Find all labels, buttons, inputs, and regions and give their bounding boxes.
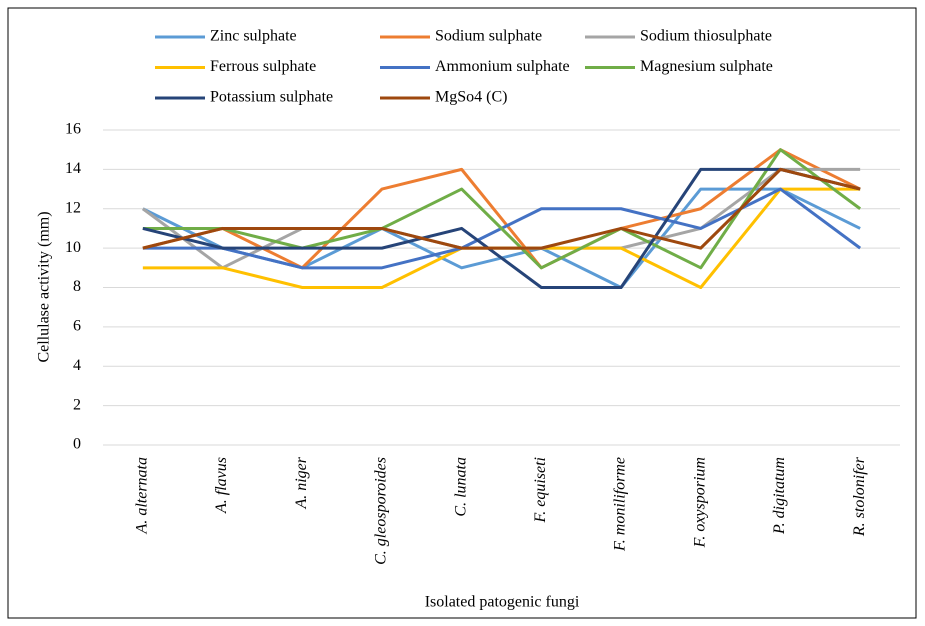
x-tick-label: A. flavus xyxy=(213,457,230,514)
x-tick-label: P. digitatum xyxy=(771,457,788,535)
x-tick-label: A. niger xyxy=(293,456,310,509)
legend-label: Ferrous sulphate xyxy=(210,58,316,75)
x-tick-label: F. oxysporium xyxy=(691,457,708,548)
legend-label: Magnesium sulphate xyxy=(640,58,773,75)
y-tick-label: 16 xyxy=(65,121,81,138)
legend-label: MgSo4 (C) xyxy=(435,89,507,106)
x-tick-label: F. equiseti xyxy=(532,457,549,523)
x-tick-label: C. gleosporoides xyxy=(373,457,390,565)
x-tick-label: C. lunata xyxy=(452,457,469,517)
legend-label: Ammonium sulphate xyxy=(435,58,570,75)
chart-border xyxy=(7,7,917,619)
x-axis-title: Isolated patogenic fungi xyxy=(425,594,580,611)
x-tick-label: R. stolonifer xyxy=(851,456,868,537)
y-tick-label: 6 xyxy=(73,318,81,335)
y-tick-label: 4 xyxy=(73,357,81,374)
series-line xyxy=(142,167,861,289)
legend-label: Sodium sulphate xyxy=(435,28,542,45)
legend-label: Zinc sulphate xyxy=(210,28,297,45)
y-tick-label: 10 xyxy=(65,239,81,256)
x-tick-label: A. alternata xyxy=(134,457,151,534)
y-tick-label: 12 xyxy=(65,199,81,216)
series-line xyxy=(142,167,861,250)
y-tick-label: 2 xyxy=(73,396,81,413)
x-tick-label: F. moniliforme xyxy=(612,457,629,552)
y-tick-label: 8 xyxy=(73,278,81,295)
y-tick-label: 0 xyxy=(73,436,81,453)
y-tick-label: 14 xyxy=(65,160,81,177)
legend-label: Sodium thiosulphate xyxy=(640,28,772,45)
legend-label: Potassium sulphate xyxy=(210,89,333,106)
y-axis-title: Cellulase activity (mm) xyxy=(36,211,53,362)
